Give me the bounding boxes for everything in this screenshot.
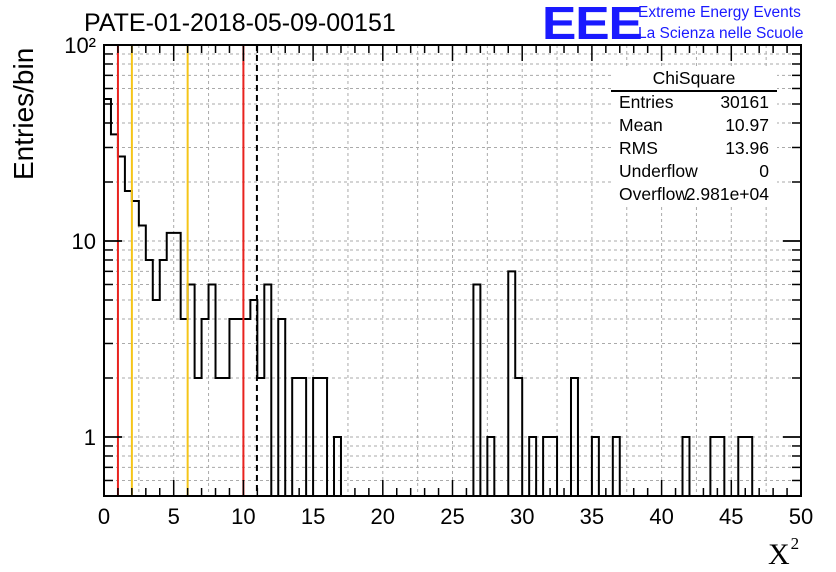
stats-key: Entries <box>619 92 674 112</box>
logo-line-2: La Scienza nelle Scuole <box>638 25 804 42</box>
x-tick-label: 35 <box>580 504 604 529</box>
stats-key: Overflow <box>619 184 689 204</box>
stats-key: RMS <box>619 138 658 158</box>
x-tick-label: 0 <box>98 504 110 529</box>
stats-row: Overflow 2.981e+04 <box>619 184 769 207</box>
eee-logo: EEE <box>542 0 643 49</box>
y-tick-label: 1 <box>84 425 96 450</box>
stats-value: 2.981e+04 <box>685 184 769 204</box>
chart-title: PATE-01-2018-05-09-00151 <box>84 9 396 37</box>
x-tick-label: 45 <box>719 504 743 529</box>
stats-title: ChiSquare <box>652 68 736 88</box>
stats-row: Mean 10.97 <box>619 115 769 138</box>
x-tick-label: 40 <box>649 504 673 529</box>
stats-divider <box>611 90 777 92</box>
x-tick-label: 30 <box>510 504 534 529</box>
stats-key: Underflow <box>619 161 698 181</box>
stats-row: Underflow 0 <box>619 161 769 184</box>
x-tick-label: 15 <box>301 504 325 529</box>
stats-row: RMS 13.96 <box>619 138 769 161</box>
stats-value: 0 <box>759 161 769 181</box>
x-tick-label: 10 <box>231 504 255 529</box>
stats-value: 30161 <box>720 92 769 112</box>
x-tick-label: 5 <box>168 504 180 529</box>
x-axis-label: X2 <box>768 534 800 571</box>
x-tick-label: 25 <box>440 504 464 529</box>
stats-box: ChiSquare Entries 30161 Mean 10.97 RMS 1… <box>611 67 777 207</box>
stats-row: Entries 30161 <box>619 92 769 115</box>
histogram-series <box>104 98 754 496</box>
x-tick-label: 20 <box>371 504 395 529</box>
y-tick-label: 10 <box>72 229 96 254</box>
stats-value: 10.97 <box>725 115 769 135</box>
x-tick-label: 50 <box>789 504 813 529</box>
stats-value: 13.96 <box>725 138 769 158</box>
stats-key: Mean <box>619 115 663 135</box>
y-tick-label: 10² <box>64 33 96 58</box>
y-axis-label: Entries/bin <box>8 47 39 180</box>
logo-line-1: Extreme Energy Events <box>638 4 801 21</box>
